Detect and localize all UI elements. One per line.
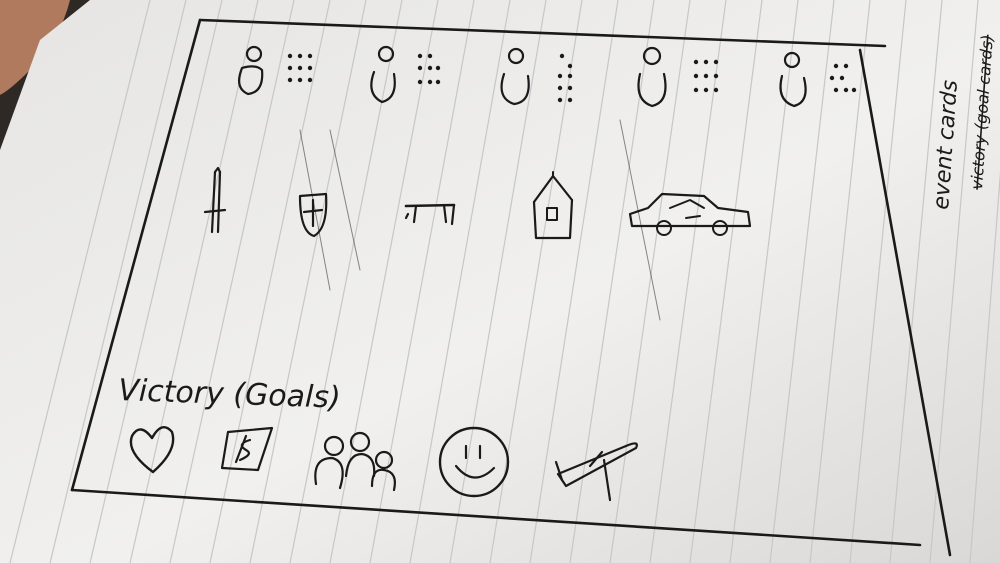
player-with-dots-icon — [637, 46, 719, 108]
ruled-line — [49, 0, 187, 563]
sword-icon — [203, 166, 227, 234]
people-icon — [314, 431, 396, 492]
ruled-line — [649, 0, 727, 563]
ruled-line — [969, 171, 1000, 563]
ruled-line — [89, 0, 223, 563]
frame-top — [198, 18, 887, 48]
ruled-line — [889, 0, 943, 563]
money-icon — [220, 426, 274, 472]
frame-left — [70, 18, 202, 492]
ruled-line — [129, 0, 259, 563]
bottom-row — [129, 426, 638, 502]
ruled-line — [689, 0, 763, 563]
ruled-line — [369, 0, 475, 563]
ruled-line — [289, 0, 403, 563]
frame-bottom — [70, 488, 922, 547]
ruled-line — [809, 0, 871, 563]
ruled-line — [769, 0, 835, 563]
airplane-icon — [554, 442, 638, 502]
ruled-line — [169, 0, 295, 563]
finger — [0, 0, 70, 95]
player-with-dots-icon — [370, 45, 441, 104]
heart-icon — [129, 426, 175, 474]
ruled-line — [929, 0, 979, 563]
gate-icon — [404, 203, 456, 226]
ruled-line — [9, 0, 151, 563]
ruled-line — [249, 0, 367, 563]
ruled-line — [409, 0, 511, 563]
bleed-through — [299, 119, 661, 321]
victory-label: Victory (Goals) — [118, 373, 342, 416]
ruled-line — [729, 0, 799, 563]
player-with-dots-icon — [237, 45, 313, 96]
middle-row — [203, 166, 752, 240]
car-icon — [628, 192, 752, 236]
ruled-line — [849, 0, 907, 563]
smiley-icon — [438, 426, 510, 498]
top-row — [237, 45, 857, 108]
ruled-line — [449, 0, 547, 563]
player-with-dots-icon — [779, 51, 857, 108]
frame-right — [858, 48, 952, 557]
ruled-line — [489, 0, 583, 563]
ruled-line — [609, 0, 691, 563]
shield-icon — [298, 192, 328, 238]
ruled-line — [529, 0, 619, 563]
house-icon — [532, 171, 574, 240]
player-with-dots-icon — [500, 47, 573, 106]
ruled-lines — [9, 0, 1000, 563]
